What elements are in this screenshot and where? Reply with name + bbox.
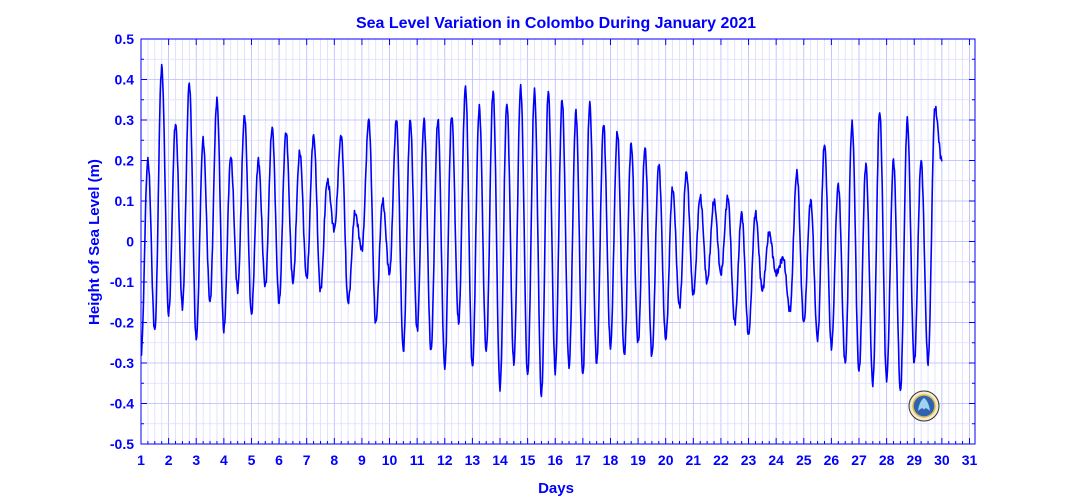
x-tick-label: 13 xyxy=(465,452,481,468)
x-tick-label: 12 xyxy=(437,452,453,468)
x-tick-labels: 1 2 3 4 5 6 7 8 9 10 11 12 13 14 15 16 17 18 19 20 21 22 23 24 2… xyxy=(137,452,977,468)
x-tick-label: 2 xyxy=(165,452,173,468)
x-axis-label: Days xyxy=(538,480,574,497)
x-tick-label: 27 xyxy=(851,452,867,468)
y-axis-label: Height of Sea Level (m) xyxy=(86,159,103,325)
x-tick-label: 9 xyxy=(358,452,366,468)
y-tick-label: 0.2 xyxy=(115,153,135,169)
x-tick-label: 1 xyxy=(137,452,145,468)
y-tick-labels: 0.5 0.4 0.3 0.2 0.1 0 -0.1 -0.2 -0.3 -0.4 -0.5 xyxy=(110,31,134,452)
x-tick-label: 28 xyxy=(879,452,895,468)
x-tick-label: 26 xyxy=(824,452,840,468)
x-tick-label: 31 xyxy=(962,452,978,468)
y-tick-label: -0.2 xyxy=(110,315,134,331)
y-tick-label: 0.3 xyxy=(115,112,135,128)
x-tick-label: 29 xyxy=(906,452,922,468)
y-tick-label: 0.1 xyxy=(115,193,135,209)
y-tick-label: 0 xyxy=(126,234,134,250)
x-tick-label: 30 xyxy=(934,452,950,468)
x-tick-label: 20 xyxy=(658,452,674,468)
x-tick-label: 6 xyxy=(275,452,283,468)
y-tick-label: -0.4 xyxy=(110,396,134,412)
x-tick-label: 22 xyxy=(713,452,729,468)
x-tick-label: 14 xyxy=(492,452,508,468)
sea-level-series-line xyxy=(140,63,943,398)
y-tick-label: 0.5 xyxy=(115,31,135,47)
x-tick-label: 19 xyxy=(630,452,646,468)
x-tick-label: 7 xyxy=(303,452,311,468)
x-tick-label: 16 xyxy=(547,452,563,468)
agency-emblem-logo xyxy=(908,390,940,422)
grid-lines xyxy=(140,38,975,445)
x-tick-label: 18 xyxy=(603,452,619,468)
x-tick-label: 5 xyxy=(248,452,256,468)
x-tick-label: 25 xyxy=(796,452,812,468)
y-tick-label: 0.4 xyxy=(115,72,135,88)
x-tick-label: 8 xyxy=(330,452,338,468)
chart-title: Sea Level Variation in Colombo During Ja… xyxy=(356,15,756,32)
x-tick-label: 4 xyxy=(220,452,228,468)
y-tick-label: -0.5 xyxy=(110,436,134,452)
x-tick-label: 3 xyxy=(192,452,200,468)
x-tick-label: 17 xyxy=(575,452,591,468)
y-tick-label: -0.1 xyxy=(110,274,134,290)
y-tick-label: -0.3 xyxy=(110,355,134,371)
x-tick-label: 10 xyxy=(382,452,398,468)
x-tick-label: 15 xyxy=(520,452,536,468)
plot-frame xyxy=(140,38,976,445)
x-tick-label: 21 xyxy=(686,452,702,468)
x-tick-label: 23 xyxy=(741,452,757,468)
x-tick-label: 24 xyxy=(768,452,784,468)
x-tick-label: 11 xyxy=(410,452,425,468)
